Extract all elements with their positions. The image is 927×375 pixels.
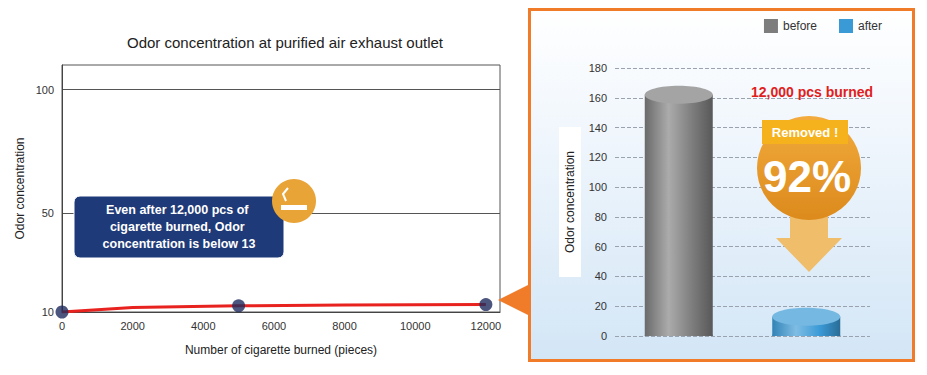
svg-text:concentration is below 13: concentration is below 13 (103, 237, 256, 251)
svg-text:Odor concentration: Odor concentration (13, 137, 27, 239)
svg-text:100: 100 (36, 84, 54, 96)
svg-text:20: 20 (595, 300, 607, 312)
svg-text:120: 120 (589, 151, 607, 163)
svg-text:8000: 8000 (332, 320, 356, 332)
svg-text:Odor concentration: Odor concentration (563, 151, 577, 253)
svg-text:cigarette burned, Odor: cigarette burned, Odor (110, 220, 248, 234)
svg-text:Number of cigarette burned (pi: Number of cigarette burned (pieces) (185, 343, 377, 357)
svg-text:160: 160 (589, 92, 607, 104)
svg-text:before: before (783, 19, 817, 33)
svg-text:180: 180 (589, 62, 607, 74)
svg-text:12,000 pcs burned: 12,000 pcs burned (751, 84, 873, 100)
svg-text:Removed !: Removed ! (772, 125, 838, 140)
svg-text:100: 100 (589, 181, 607, 193)
svg-text:40: 40 (595, 270, 607, 282)
svg-text:10000: 10000 (400, 320, 431, 332)
svg-text:2000: 2000 (120, 320, 144, 332)
svg-text:92%: 92% (763, 152, 851, 201)
svg-text:12000: 12000 (471, 320, 502, 332)
svg-text:0: 0 (601, 330, 607, 342)
svg-text:10: 10 (42, 306, 54, 318)
svg-text:after: after (858, 19, 882, 33)
svg-text:50: 50 (42, 207, 54, 219)
svg-text:140: 140 (589, 122, 607, 134)
svg-text:80: 80 (595, 211, 607, 223)
svg-text:60: 60 (595, 241, 607, 253)
svg-text:6000: 6000 (262, 320, 286, 332)
svg-text:0: 0 (59, 320, 65, 332)
svg-text:Even after 12,000 pcs of: Even after 12,000 pcs of (106, 203, 252, 217)
svg-text:4000: 4000 (191, 320, 215, 332)
svg-text:Odor concentration at purified: Odor concentration at purified air exhau… (127, 34, 444, 51)
